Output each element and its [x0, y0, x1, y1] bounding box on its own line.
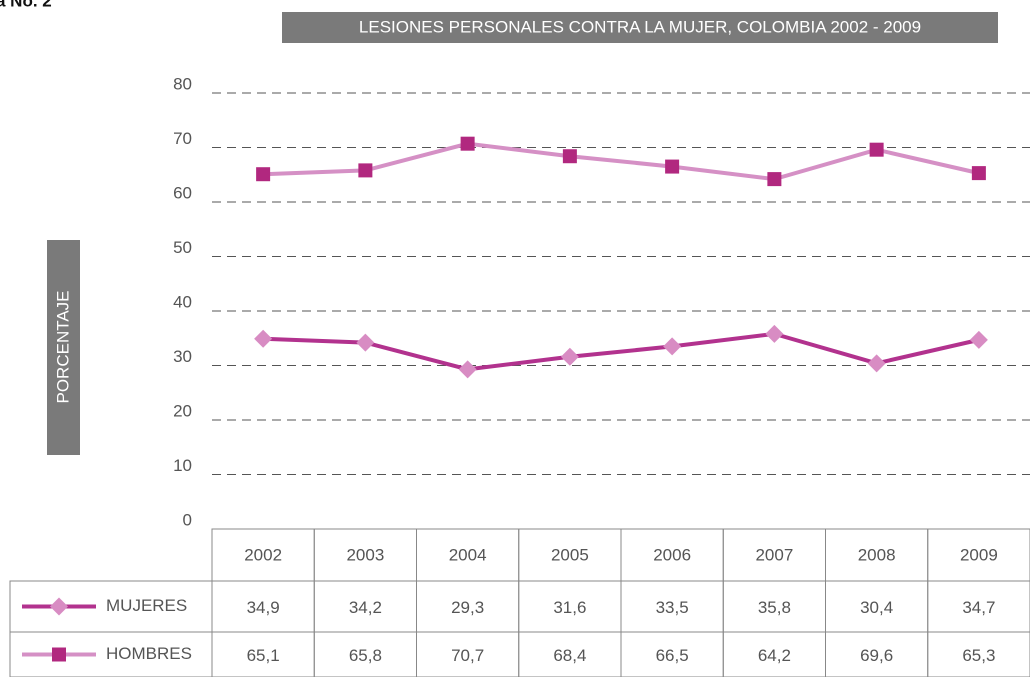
table-value: 33,5	[656, 598, 689, 617]
marker	[765, 324, 784, 343]
table-value: 29,3	[451, 598, 484, 617]
x-tick-label: 2004	[449, 545, 487, 564]
table-cell	[927, 631, 1030, 677]
table-value: 65,3	[962, 646, 995, 665]
x-tick-label: 2005	[551, 545, 589, 564]
marker	[356, 333, 375, 352]
title-box	[282, 12, 998, 43]
y-label-box	[47, 240, 80, 455]
table-value: 35,8	[758, 598, 791, 617]
marker	[663, 337, 682, 356]
marker	[52, 647, 66, 662]
x-tick-label: 2009	[960, 545, 998, 564]
table-value: 31,6	[553, 598, 586, 617]
y-tick-label: 50	[173, 238, 192, 257]
y-tick-label: 70	[173, 129, 192, 148]
marker	[562, 149, 577, 164]
figure-label: a No. 2	[0, 0, 52, 10]
x-tick-label: 2007	[755, 545, 793, 564]
table-value: 34,9	[247, 598, 280, 617]
table-value: 68,4	[553, 646, 586, 665]
y-tick-label: 30	[173, 347, 192, 366]
y-tick-label: 0	[183, 510, 192, 529]
table-cell	[9, 631, 213, 677]
legend-label: HOMBRES	[106, 644, 192, 663]
x-tick-label: 2006	[653, 545, 691, 564]
marker	[971, 166, 986, 181]
marker	[460, 136, 475, 151]
marker	[254, 329, 273, 348]
table-value: 64,2	[758, 646, 791, 665]
y-tick-label: 80	[173, 74, 192, 93]
marker	[358, 163, 373, 178]
series-line	[263, 331, 980, 372]
marker	[256, 167, 271, 182]
table-value: 66,5	[656, 646, 689, 665]
table-value: 34,7	[962, 598, 995, 617]
marker	[867, 354, 886, 373]
marker	[458, 360, 477, 379]
table-value: 65,1	[247, 646, 280, 665]
y-tick-label: 20	[173, 401, 192, 420]
x-tick-label: 2002	[244, 545, 282, 564]
table-value: 30,4	[860, 598, 893, 617]
y-tick-label: 60	[173, 183, 192, 202]
marker	[869, 142, 884, 157]
marker	[665, 159, 680, 174]
marker	[767, 172, 782, 187]
y-tick-label: 40	[173, 292, 192, 311]
table-value: 34,2	[349, 598, 382, 617]
y-axis-label: PORCENTAJE	[53, 290, 72, 403]
marker	[50, 597, 68, 616]
table-value: 69,6	[860, 646, 893, 665]
legend-label: MUJERES	[106, 596, 187, 615]
marker	[969, 330, 988, 349]
x-tick-label: 2003	[346, 545, 384, 564]
series-line	[263, 141, 980, 182]
marker	[560, 347, 579, 366]
chart-title: LESIONES PERSONALES CONTRA LA MUJER, COL…	[359, 17, 921, 36]
table-value: 65,8	[349, 646, 382, 665]
table-value: 70,7	[451, 646, 484, 665]
y-tick-label: 10	[173, 456, 192, 475]
x-tick-label: 2008	[858, 545, 896, 564]
